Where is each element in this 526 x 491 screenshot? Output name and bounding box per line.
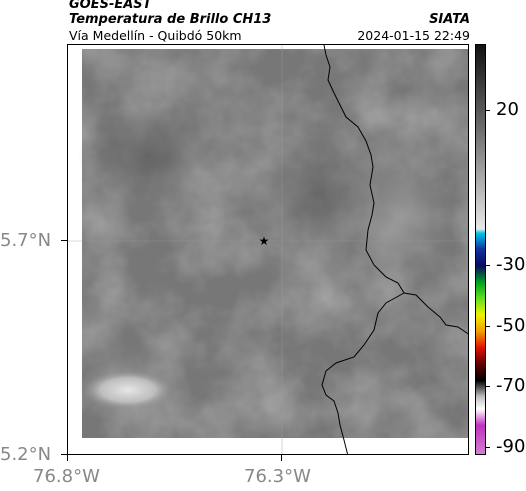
lat-tick-2: 5.2°N xyxy=(0,444,52,465)
satellite-title: GOES-EAST xyxy=(69,0,152,12)
lat-tick-1: 5.7°N xyxy=(0,230,52,251)
lat-tickmark-1 xyxy=(61,240,67,241)
region-subtitle: Vía Medellín - Quibdó 50km xyxy=(69,28,242,43)
lat-tickmark-2 xyxy=(61,454,67,455)
satellite-image: ★ xyxy=(68,45,468,454)
map-panel[interactable]: ★ xyxy=(67,44,469,455)
colorbar xyxy=(475,44,486,455)
lon-tickmark-1 xyxy=(67,455,68,461)
colorbar-tick-minus70: -70 xyxy=(496,375,526,396)
admin-boundary-east xyxy=(403,292,468,335)
lon-tick-2: 76.3°W xyxy=(244,466,311,487)
colorbar-tick-minus30: -30 xyxy=(496,254,526,275)
bright-cloud-patch xyxy=(82,370,174,410)
colorbar-tick-minus90: -90 xyxy=(496,436,526,457)
colorbar-tick-20: 20 xyxy=(496,99,519,120)
colorbar-tick-minus50: -50 xyxy=(496,315,526,336)
lon-tickmark-2 xyxy=(281,455,282,461)
admin-boundary xyxy=(321,45,405,454)
org-label: SIATA xyxy=(429,12,470,27)
product-title: Temperatura de Brillo CH13 xyxy=(69,12,272,27)
lon-tick-1: 76.8°W xyxy=(33,466,100,487)
datetime-label: 2024-01-15 22:49 xyxy=(357,28,470,43)
star-marker: ★ xyxy=(259,234,270,248)
